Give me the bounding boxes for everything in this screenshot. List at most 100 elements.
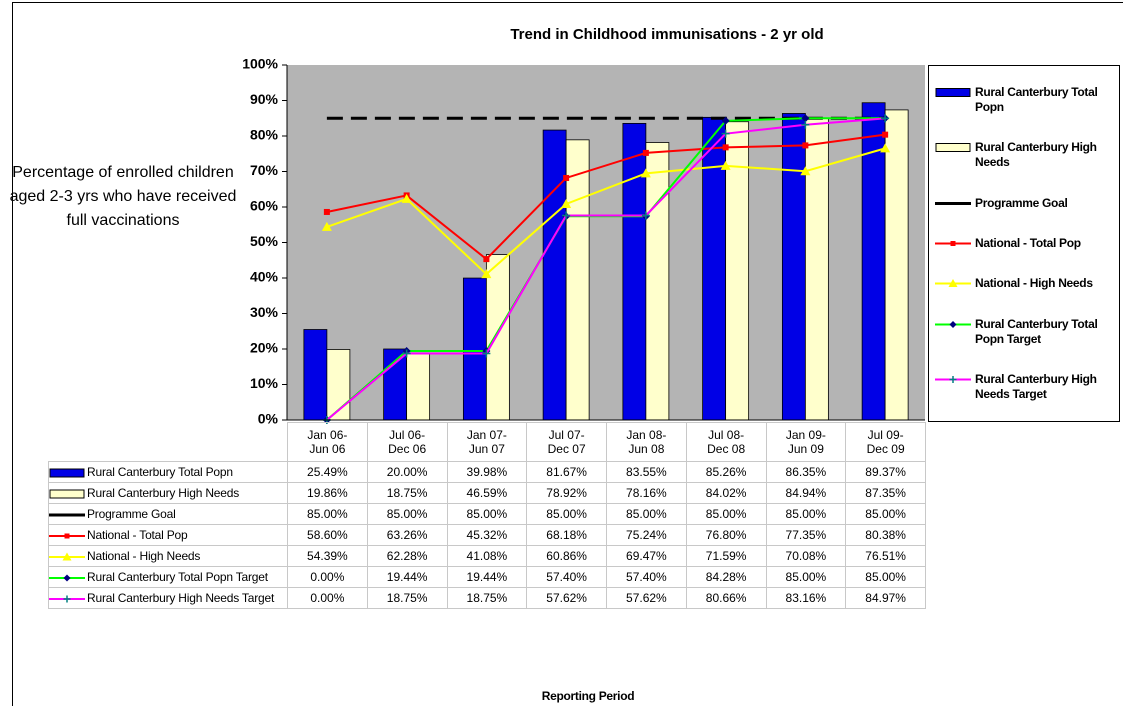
row-header: Rural Canterbury High Needs Target <box>48 587 288 609</box>
bar <box>622 122 647 421</box>
table-row: Rural Canterbury High Needs 19.86% 18.75% 4… <box>48 482 926 504</box>
legend-key <box>935 320 971 328</box>
x-tick-label: Dec 08 <box>707 442 746 456</box>
value-cell: 25.49% <box>287 461 368 483</box>
value-cell: 86.35% <box>765 461 847 483</box>
chart-frame <box>12 2 1123 706</box>
marker <box>720 160 731 170</box>
value-cell: 20.00% <box>366 461 448 483</box>
series-name: Rural Canterbury High Needs Target <box>87 591 275 605</box>
bar <box>542 129 567 421</box>
value-cell: 84.94% <box>765 482 847 504</box>
legend: Rural Canterbury Total Popn Rural Canterb… <box>928 65 1120 422</box>
marker <box>562 211 571 220</box>
category-cell: Jan 07- Jun 07 <box>446 422 528 462</box>
series-name: National - High Needs <box>87 549 201 563</box>
marker <box>401 193 412 203</box>
marker <box>481 269 492 279</box>
value-cell: 57.62% <box>526 587 607 609</box>
marker <box>482 349 491 358</box>
row-header: Rural Canterbury Total Popn <box>48 461 288 483</box>
y-tick-label: 100% <box>242 56 278 72</box>
bar <box>406 353 431 421</box>
value-cell: 87.35% <box>845 482 926 504</box>
data-table: Jan 06- Jun 06 Jul 06- Dec 06 Jan 07- Jun 07 J… <box>48 422 926 609</box>
value-cell: 57.40% <box>606 566 687 588</box>
marker <box>800 166 811 176</box>
value-cell: 85.00% <box>765 503 847 525</box>
bar <box>884 109 909 421</box>
category-cell: Jan 08- Jun 08 <box>606 422 687 462</box>
x-tick-label: Jan 08- <box>626 428 667 442</box>
legend-label: Rural Canterbury Total Popn Target <box>975 316 1098 346</box>
x-tick-label: Jun 06 <box>309 442 346 456</box>
value-cell: 0.00% <box>287 587 368 609</box>
y-tick-label: 10% <box>250 375 279 391</box>
value-cell: 80.38% <box>845 524 926 546</box>
legend-key <box>49 595 85 603</box>
category-cell: Jul 09- Dec 09 <box>845 422 926 462</box>
category-cell: Jan 06- Jun 06 <box>287 422 368 462</box>
legend-item: Rural Canterbury Total Popn Target <box>929 317 1119 347</box>
y-tick-label: 30% <box>250 304 279 320</box>
value-cell: 89.37% <box>845 461 926 483</box>
value-cell: 80.66% <box>685 587 767 609</box>
legend-label: Rural Canterbury High Needs <box>975 140 1097 170</box>
value-cell: 19.44% <box>366 566 448 588</box>
value-cell: 83.55% <box>606 461 687 483</box>
legend-key <box>935 376 971 384</box>
marker <box>950 240 956 246</box>
bar <box>645 142 670 421</box>
x-tick-label: Jun 09 <box>787 442 824 456</box>
series-name: Rural Canterbury High Needs <box>87 486 240 500</box>
marker <box>801 120 810 129</box>
legend-label: National - High Needs <box>975 276 1093 291</box>
table-row: National - High Needs 54.39% 62.28% 41.08% 6… <box>48 545 926 567</box>
value-cell: 85.00% <box>606 503 687 525</box>
row-header: Programme Goal <box>48 503 288 525</box>
value-cell: 41.08% <box>446 545 528 567</box>
y-tick-label: 90% <box>250 91 279 107</box>
legend-label: Rural Canterbury High Needs Target <box>975 372 1097 402</box>
marker <box>323 208 330 215</box>
x-tick-label: Jan 07- <box>466 428 507 442</box>
legend-key <box>935 143 971 153</box>
marker <box>721 129 730 138</box>
bar <box>485 254 510 421</box>
value-cell: 19.44% <box>446 566 528 588</box>
value-cell: 75.24% <box>606 524 687 546</box>
series-name: Programme Goal <box>87 507 176 521</box>
value-cell: 84.28% <box>685 566 767 588</box>
series-name: Rural Canterbury Total Popn Target <box>87 570 268 584</box>
marker <box>561 198 572 208</box>
category-cell: Jul 07- Dec 07 <box>526 422 607 462</box>
marker <box>640 168 651 178</box>
x-tick-label: Jun 08 <box>628 442 665 456</box>
line <box>326 133 886 261</box>
value-cell: 18.75% <box>446 587 528 609</box>
value-cell: 85.00% <box>765 566 847 588</box>
value-cell: 81.67% <box>526 461 607 483</box>
y-tick-label: 20% <box>250 340 279 356</box>
x-tick-label: Jan 06- <box>307 428 348 442</box>
row-header: National - High Needs <box>48 545 288 567</box>
marker <box>63 595 71 603</box>
x-tick-label: Jan 09- <box>785 428 826 442</box>
bar <box>781 113 806 421</box>
category-cell: Jul 08- Dec 08 <box>685 422 767 462</box>
y-axis-label: Percentage of enrolled children aged 2-3… <box>9 164 237 229</box>
value-cell: 83.16% <box>765 587 847 609</box>
x-tick-label: Jul 09- <box>867 428 904 442</box>
value-cell: 69.47% <box>606 545 687 567</box>
key-swatch <box>935 143 971 153</box>
marker <box>64 533 70 539</box>
x-tick-label: Dec 07 <box>547 442 586 456</box>
category-cell: Jan 09- Jun 09 <box>765 422 847 462</box>
row-header: Rural Canterbury High Needs <box>48 482 288 504</box>
marker <box>63 574 71 582</box>
value-cell: 71.59% <box>685 545 767 567</box>
line <box>326 147 886 276</box>
legend-key <box>935 201 971 205</box>
value-cell: 18.75% <box>366 587 448 609</box>
legend-item: National - High Needs <box>929 276 1119 291</box>
